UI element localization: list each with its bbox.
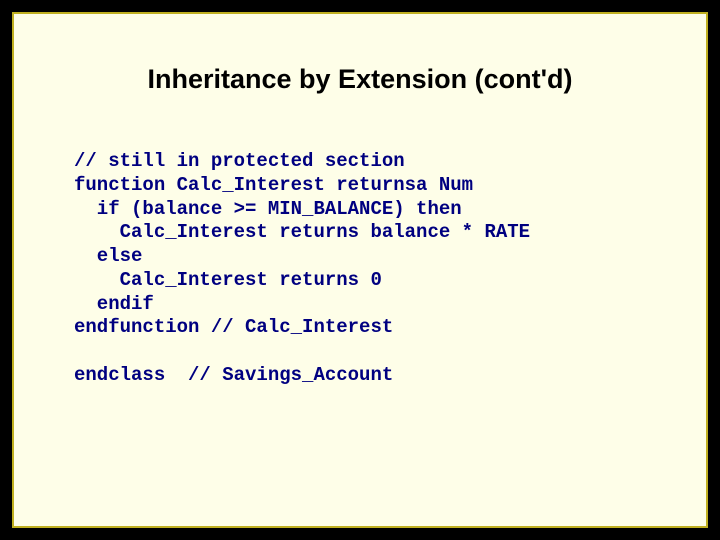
slide-outer-frame: Inheritance by Extension (cont'd) // sti… bbox=[0, 0, 720, 540]
code-line: if (balance >= MIN_BALANCE) then bbox=[74, 198, 462, 220]
code-line: Calc_Interest returns 0 bbox=[74, 269, 382, 291]
code-line: endclass // Savings_Account bbox=[74, 364, 393, 386]
code-line: else bbox=[74, 245, 142, 267]
code-line: function Calc_Interest returnsa Num bbox=[74, 174, 473, 196]
code-block: // still in protected section function C… bbox=[74, 150, 656, 388]
slide-inner-panel: Inheritance by Extension (cont'd) // sti… bbox=[12, 12, 708, 528]
code-line: // still in protected section bbox=[74, 150, 405, 172]
code-line: Calc_Interest returns balance * RATE bbox=[74, 221, 530, 243]
slide-title: Inheritance by Extension (cont'd) bbox=[64, 64, 656, 95]
code-line: endif bbox=[74, 293, 154, 315]
code-line: endfunction // Calc_Interest bbox=[74, 316, 393, 338]
